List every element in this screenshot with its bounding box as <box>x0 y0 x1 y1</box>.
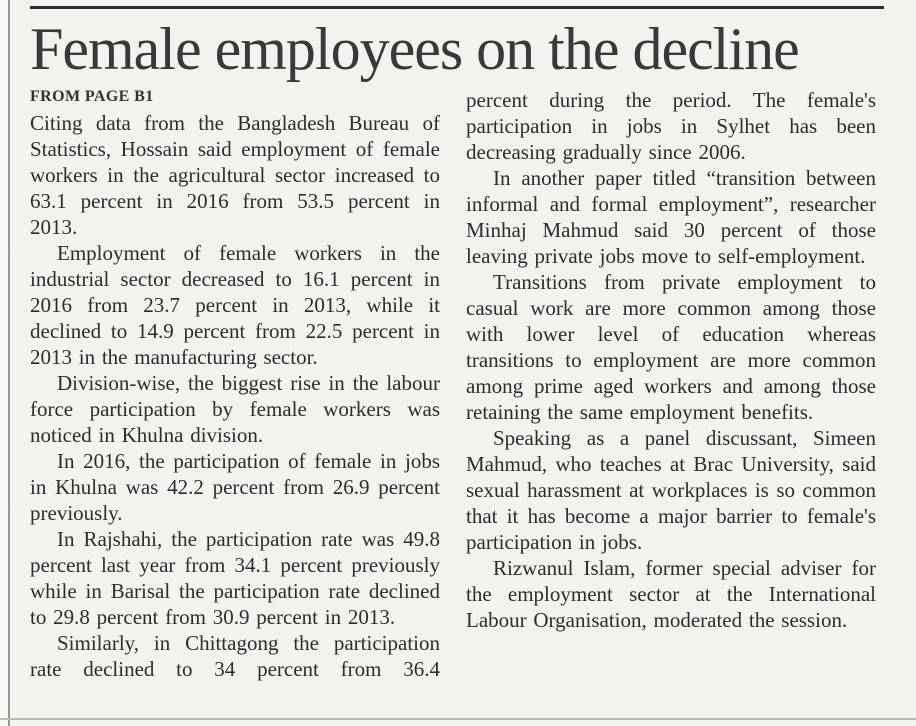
bottom-rule <box>0 718 916 720</box>
article-paragraph: In another paper titled “transition betw… <box>466 166 876 268</box>
article-paragraph: percent during the period. The female's … <box>466 88 876 164</box>
article-paragraph: Rizwanul Islam, former special adviser f… <box>466 556 876 632</box>
article-paragraph: In 2016, the participation of female in … <box>30 449 440 525</box>
article-headline: Female employees on the decline <box>30 16 800 82</box>
article-column-right: percent during the period. The female's … <box>466 87 876 682</box>
left-column-divider-rule <box>8 0 10 726</box>
article: Female employees on the decline FROM PAG… <box>30 6 886 682</box>
continuation-notice: FROM PAGE B1 <box>30 88 154 105</box>
article-paragraph: In Rajshahi, the participation rate was … <box>30 527 440 629</box>
article-paragraph: Similarly, in Chittagong the participati… <box>30 631 440 681</box>
article-columns: FROM PAGE B1 Citing data from the Bangla… <box>30 87 876 682</box>
article-column-left: FROM PAGE B1 Citing data from the Bangla… <box>30 87 440 682</box>
article-paragraph: Employment of female workers in the indu… <box>30 241 440 369</box>
article-paragraph: Citing data from the Bangladesh Bureau o… <box>30 111 440 239</box>
article-paragraph: Transitions from private employment to c… <box>466 270 876 424</box>
article-paragraph: Speaking as a panel discussant, Simeen M… <box>466 426 876 554</box>
article-paragraph: Division-wise, the biggest rise in the l… <box>30 371 440 447</box>
top-rule <box>30 6 884 9</box>
